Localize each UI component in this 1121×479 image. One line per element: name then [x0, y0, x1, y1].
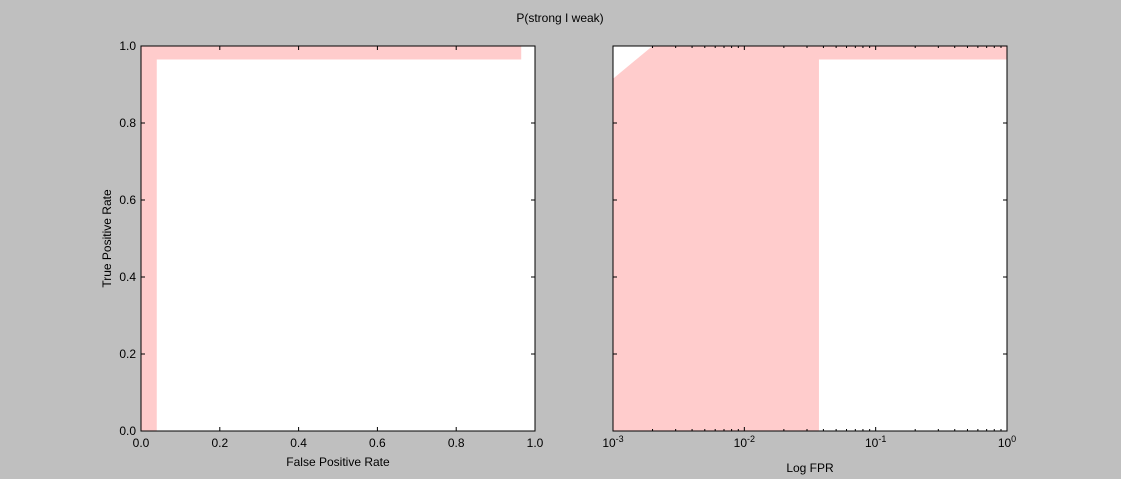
roc-log-axes: 10-3 10-2 10-1 100 Log FPR [602, 45, 1016, 475]
x-tick-label: 10-2 [734, 434, 755, 450]
y-tick-label: 0.8 [119, 116, 136, 130]
y-tick-label: 0.4 [119, 270, 136, 284]
plot-area [141, 46, 535, 431]
x-tick-label: 10-1 [865, 434, 886, 450]
x-axis-label: Log FPR [786, 461, 834, 475]
y-tick-label: 0.6 [119, 193, 136, 207]
roc-linear-axes: 0.0 0.2 0.4 0.6 0.8 1.0 0.0 0.2 0.4 0.6 0.8 1.0 Fals… [100, 39, 544, 469]
y-axis-label: True Positive Rate [100, 189, 114, 288]
x-tick-label: 0.6 [369, 436, 386, 450]
y-tick-label: 0.2 [119, 347, 136, 361]
confidence-band [613, 46, 1007, 431]
x-tick-label: 1.0 [527, 436, 544, 450]
figure-title: P(strong I weak) [516, 11, 603, 25]
x-tick-label: 0.4 [290, 436, 307, 450]
y-tick-label: 0.0 [119, 424, 136, 438]
x-axis-label: False Positive Rate [286, 455, 390, 469]
y-tick-label: 1.0 [119, 39, 136, 53]
x-tick-label: 100 [998, 434, 1016, 450]
x-tick-label: 10-3 [602, 434, 623, 450]
x-tick-label: 0.8 [448, 436, 465, 450]
axes-frame [612, 45, 1008, 432]
x-tick-label: 0.2 [211, 436, 228, 450]
axes-frame [140, 45, 536, 432]
x-tick-label: 0.0 [133, 436, 150, 450]
